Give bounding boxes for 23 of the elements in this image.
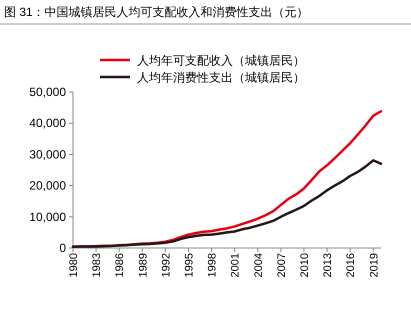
x-tick-label: 1995 — [184, 253, 196, 278]
x-tick-label: 1998 — [206, 253, 219, 278]
legend-label: 人均年消费性支出（城镇居民） — [137, 70, 305, 84]
x-tick-label: 2010 — [299, 253, 311, 278]
x-tick-label: 2004 — [252, 253, 265, 278]
y-tick-label: 10,000 — [29, 210, 66, 224]
y-tick-label: 0 — [59, 241, 66, 255]
x-tick-label: 2013 — [322, 253, 334, 278]
x-tick-label: 2019 — [368, 253, 380, 278]
x-tick-label: 1992 — [160, 253, 172, 278]
x-tick-label: 1989 — [137, 253, 150, 278]
x-tick-label: 1980 — [68, 253, 80, 278]
y-tick-label: 50,000 — [29, 85, 66, 99]
x-tick-label: 2016 — [345, 253, 358, 278]
chart-title: 图 31：中国城镇居民人均可支配收入和消费性支出（元） — [4, 5, 309, 19]
y-tick-label: 40,000 — [29, 116, 66, 130]
x-tick-label: 2007 — [276, 253, 288, 278]
y-tick-label: 30,000 — [29, 147, 66, 162]
x-tick-label: 1986 — [114, 253, 126, 278]
x-tick-label: 2001 — [230, 253, 242, 278]
legend-label: 人均年可支配收入（城镇居民） — [137, 54, 305, 68]
x-tick-label: 1983 — [91, 253, 104, 278]
y-tick-label: 20,000 — [29, 178, 66, 193]
